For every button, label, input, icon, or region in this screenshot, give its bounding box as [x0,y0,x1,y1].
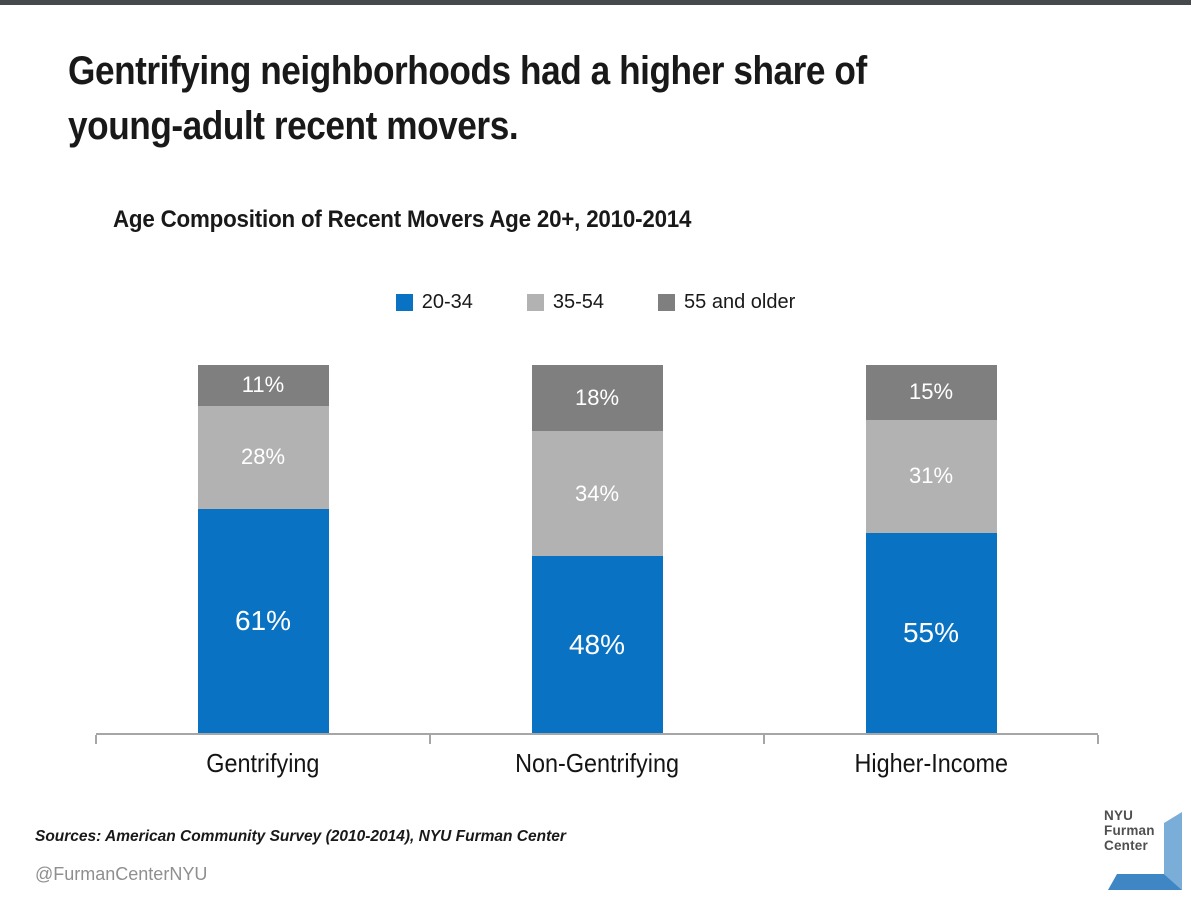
bar-value-label: 15% [908,379,954,405]
legend: 20-34 35-54 55 and older [0,291,1191,314]
legend-label: 35-54 [552,291,605,313]
axis-tick [762,735,765,744]
bar-value-label: 61% [234,604,292,636]
bar-column-gentrifying: 61% 28% 11% [96,365,430,733]
logo-line-furman: Furman [1104,823,1155,838]
bar-segment: 55% [865,532,997,733]
axis-tick [95,735,97,744]
bar-value-label: 55% [902,616,960,648]
legend-label: 20-34 [421,291,473,313]
bar-segment: 48% [531,556,663,733]
category-label-text: Gentrifying [206,748,320,778]
legend-item-55-and-older: 55 and older [658,291,795,314]
top-accent-bar [0,0,1191,5]
chart-title-text: Age Composition of Recent Movers Age 20+… [113,206,692,233]
legend-item-20-34: 20-34 [395,291,473,314]
bar-value-label: 28% [240,444,286,470]
category-label-text: Non-Gentrifying [515,748,679,778]
bar-segment: 34% [531,431,663,557]
x-axis [95,733,1099,744]
category-label-text: Higher-Income [854,748,1008,778]
axis-tick [428,735,431,744]
stacked-bar: 61% 28% 11% [197,365,329,733]
logo-text: NYU Furman Center [1104,808,1155,853]
bar-value-label: 34% [574,480,620,506]
category-label: Higher-Income [764,748,1098,779]
bar-value-label: 11% [241,372,285,398]
page-title-line-1: Gentrifying neighborhoods had a higher s… [68,49,867,93]
bar-segment: 61% [197,508,329,733]
bar-segment: 31% [865,419,997,533]
bar-segment: 15% [865,365,997,420]
category-label: Non-Gentrifying [430,748,764,779]
bar-column-non-gentrifying: 48% 34% 18% [430,365,764,733]
legend-swatch [395,294,413,311]
logo-line-center: Center [1104,838,1148,853]
stacked-bar: 48% 34% 18% [531,365,663,733]
legend-swatch [658,294,676,311]
chart-title: Age Composition of Recent Movers Age 20+… [113,206,735,234]
furman-center-logo: NYU Furman Center [1104,806,1191,894]
sources-note: Sources: American Community Survey (2010… [35,828,566,845]
bar-value-label: 31% [908,463,954,489]
page-title-line-2: young-adult recent movers. [68,104,519,148]
bar-value-label: 18% [574,385,620,411]
legend-item-35-54: 35-54 [526,291,605,314]
category-labels: Gentrifying Non-Gentrifying Higher-Income [96,748,1098,779]
legend-swatch [526,294,544,311]
page-title: Gentrifying neighborhoods had a higher s… [68,44,976,154]
logo-line-nyu: NYU [1104,808,1134,823]
bar-segment: 28% [197,405,329,509]
bar-segment: 11% [197,365,329,406]
bar-column-higher-income: 55% 31% 15% [764,365,1098,733]
category-label: Gentrifying [96,748,430,779]
bar-value-label: 48% [568,628,626,660]
legend-label: 55 and older [684,291,796,313]
twitter-handle: @FurmanCenterNYU [35,864,208,884]
axis-tick [1097,735,1099,744]
stacked-bar: 55% 31% 15% [865,365,997,733]
plot-area: 61% 28% 11% 48% 34% 18% 55% 31% 15% [96,365,1098,733]
bar-segment: 18% [531,365,663,432]
logo-bracket-icon [1108,812,1182,890]
